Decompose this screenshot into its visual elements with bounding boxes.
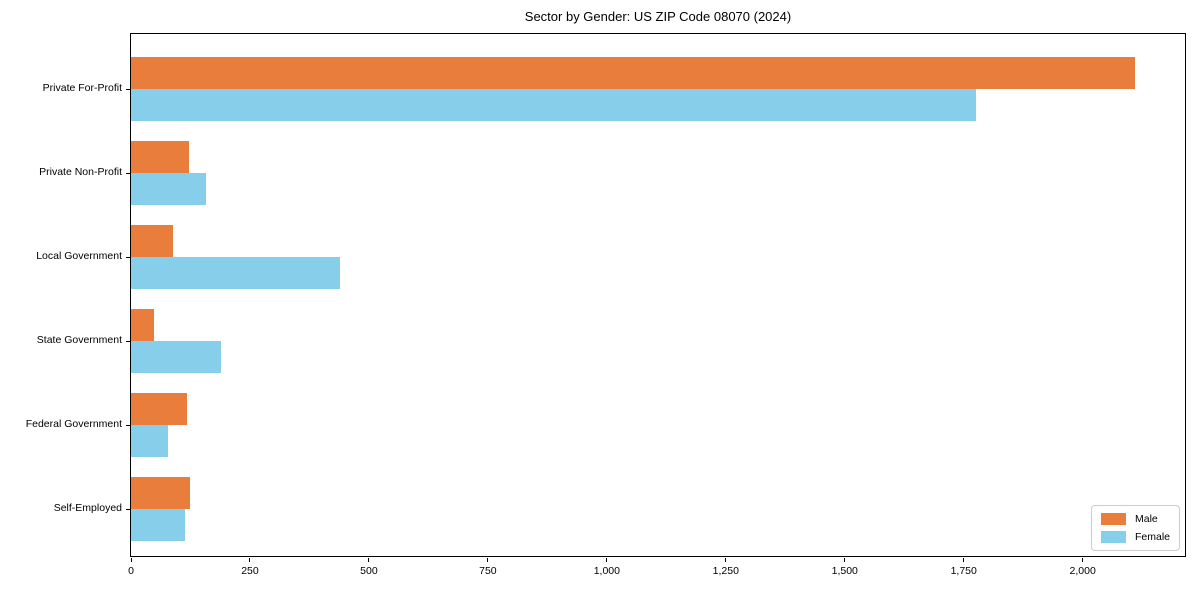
legend-label-female: Female (1134, 531, 1170, 543)
bar-female-state-government (131, 341, 222, 373)
legend-item-female: Female (1100, 531, 1170, 543)
bar-male-private-non-profit (131, 141, 190, 173)
bar-female-self-employed (131, 509, 185, 541)
x-tick-label: 1,000 (593, 565, 620, 577)
x-tick-label: 750 (479, 565, 497, 577)
bar-female-private-for-profit (131, 89, 976, 121)
y-tick (126, 341, 130, 342)
legend-swatch-male (1100, 513, 1126, 525)
x-tick (487, 558, 489, 562)
x-tick (725, 558, 727, 562)
x-tick-label: 250 (241, 565, 259, 577)
bar-male-local-government (131, 225, 173, 257)
y-tick (126, 257, 130, 258)
y-tick (126, 173, 130, 174)
legend-swatch-female (1100, 531, 1126, 543)
bar-male-federal-government (131, 393, 187, 425)
x-tick (844, 558, 846, 562)
bar-male-private-for-profit (131, 57, 1136, 89)
x-tick (606, 558, 608, 562)
x-tick-label: 2,000 (1069, 565, 1096, 577)
y-tick (126, 89, 130, 90)
legend: Male Female (1090, 505, 1180, 551)
x-tick-label: 500 (360, 565, 378, 577)
legend-label-male: Male (1134, 513, 1158, 525)
y-axis-label-self-employed: Self-Employed (53, 502, 122, 514)
legend-item-male: Male (1100, 513, 1170, 525)
bar-female-local-government (131, 257, 341, 289)
x-tick (963, 558, 965, 562)
x-tick (368, 558, 370, 562)
chart-title: Sector by Gender: US ZIP Code 08070 (202… (524, 9, 792, 24)
y-axis-label-state-government: State Government (36, 334, 122, 346)
y-axis-label-private-non-profit: Private Non-Profit (39, 166, 122, 178)
plot-area: 0 250 500 750 1,000 1,250 1,500 1,750 2,000 Male F… (126, 33, 1186, 577)
bar-male-self-employed (131, 477, 190, 509)
y-axis-label-federal-government: Federal Government (25, 418, 122, 430)
y-tick (126, 509, 130, 510)
y-axis-label-local-government: Local Government (36, 250, 122, 262)
bar-female-private-non-profit (131, 173, 207, 205)
x-tick-label: 1,500 (831, 565, 858, 577)
x-tick-label: 1,750 (950, 565, 977, 577)
bar-female-federal-government (131, 425, 169, 457)
x-tick (249, 558, 251, 562)
x-tick-label: 1,250 (712, 565, 739, 577)
x-tick (1082, 558, 1084, 562)
y-tick (126, 425, 130, 426)
x-tick (130, 558, 132, 562)
x-tick-label: 0 (128, 565, 134, 577)
y-axis-label-private-for-profit: Private For-Profit (42, 82, 122, 94)
bar-male-state-government (131, 309, 154, 341)
